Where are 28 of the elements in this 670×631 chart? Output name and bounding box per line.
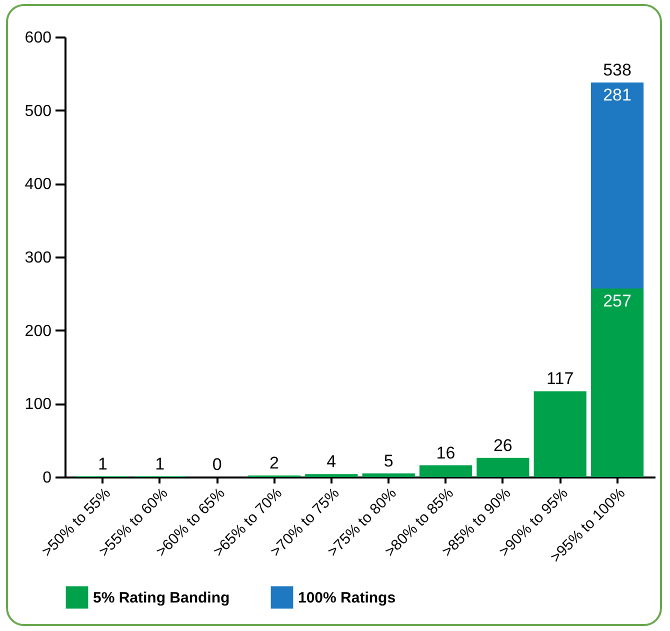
legend-label: 5% Rating Banding	[93, 589, 230, 606]
y-tick-label: 300	[24, 250, 52, 266]
bar	[476, 458, 530, 477]
bar	[362, 473, 415, 477]
data-label: 2	[270, 454, 279, 473]
data-label: 1	[98, 454, 108, 474]
data-label: 257	[603, 292, 632, 311]
y-tick-label: 200	[24, 322, 52, 340]
data-label: 4	[326, 452, 336, 472]
bar	[590, 288, 644, 477]
bar	[419, 465, 472, 477]
y-tick-label: 400	[24, 176, 52, 194]
bar	[305, 474, 358, 477]
y-tick-label: 500	[24, 102, 52, 120]
data-label: 5	[384, 451, 394, 470]
y-tick-label: 600	[24, 30, 52, 46]
data-label: 1	[155, 454, 165, 474]
bar	[534, 391, 586, 477]
bar	[590, 82, 644, 289]
data-label: 26	[493, 436, 512, 455]
y-tick-label: 0	[42, 470, 52, 486]
data-label: 117	[546, 369, 574, 388]
y-tick-label: 100	[24, 396, 52, 414]
total-label: 538	[603, 60, 632, 80]
legend-label: 100% Ratings	[298, 589, 396, 606]
data-label: 16	[436, 443, 456, 462]
data-label: 0	[212, 455, 222, 474]
data-label: 281	[603, 85, 632, 104]
